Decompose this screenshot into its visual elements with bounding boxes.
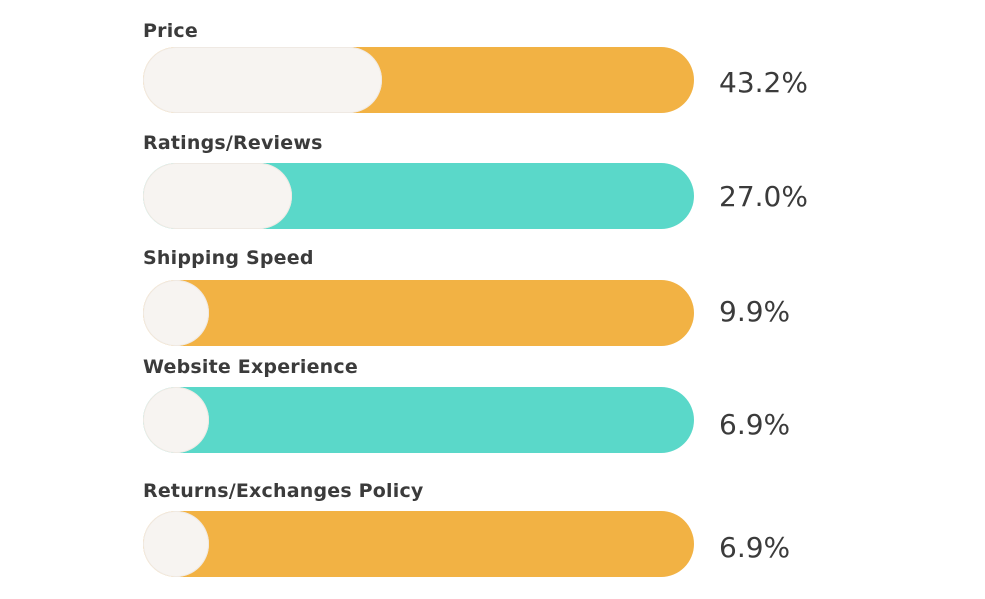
bar: [143, 47, 694, 113]
category-label: Website Experience: [143, 356, 358, 378]
bar-fill: [143, 387, 209, 453]
bar-fill: [143, 163, 293, 229]
value-label: 43.2%: [719, 66, 808, 99]
bar-fill: [143, 511, 209, 577]
category-label: Price: [143, 20, 198, 42]
bar: [143, 163, 694, 229]
bar: [143, 280, 694, 346]
value-label: 9.9%: [719, 295, 791, 328]
bar: [143, 511, 694, 577]
category-label: Returns/Exchanges Policy: [143, 480, 424, 502]
bar-fill: [143, 47, 382, 113]
bar-fill: [143, 280, 209, 346]
value-label: 6.9%: [719, 408, 791, 441]
value-label: 6.9%: [719, 531, 791, 564]
category-label: Shipping Speed: [143, 247, 314, 269]
category-label: Ratings/Reviews: [143, 132, 323, 154]
bar: [143, 387, 694, 453]
value-label: 27.0%: [719, 180, 808, 213]
